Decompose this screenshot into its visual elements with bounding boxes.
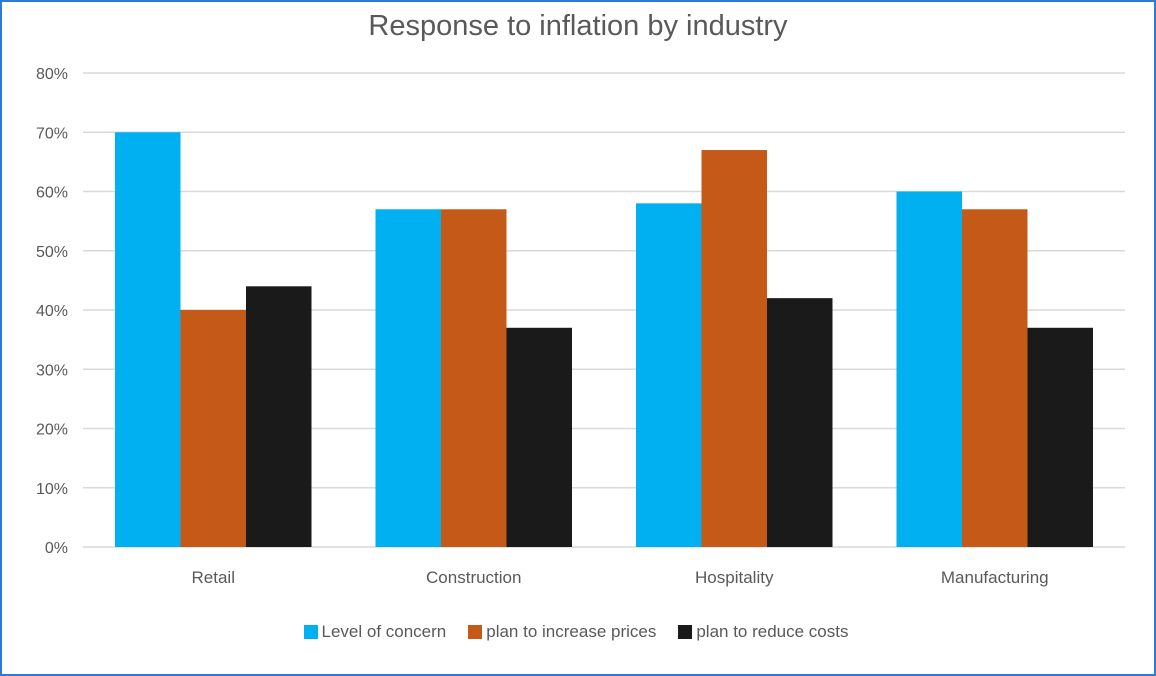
y-tick-label: 80% [36, 66, 68, 83]
y-tick-label: 0% [45, 540, 68, 557]
legend-swatch-costs [678, 625, 693, 639]
legend-swatch-concern [303, 625, 318, 639]
legend-label-costs: plan to reduce costs [696, 622, 849, 641]
x-tick-label: Retail [192, 568, 235, 587]
legend-item-concern: Level of concern [303, 622, 447, 642]
bar-manufacturing-0 [896, 191, 962, 547]
y-tick-label: 50% [36, 244, 68, 261]
bar-construction-2 [506, 327, 572, 547]
legend-item-prices: plan to increase prices [468, 622, 656, 642]
y-tick-label: 20% [36, 422, 68, 439]
bar-construction-1 [441, 209, 507, 547]
x-tick-label: Manufacturing [941, 568, 1049, 587]
legend-item-costs: plan to reduce costs [678, 622, 849, 642]
bar-retail-1 [180, 310, 246, 547]
bar-manufacturing-2 [1027, 327, 1093, 547]
legend: Level of concern plan to increase prices… [0, 622, 1152, 642]
bar-hospitality-0 [636, 203, 702, 547]
chart-title: Response to inflation by industry [368, 10, 788, 42]
y-tick-label: 10% [36, 481, 68, 498]
bar-retail-2 [246, 286, 312, 547]
legend-swatch-prices [468, 625, 483, 639]
x-tick-label: Hospitality [695, 568, 774, 587]
y-tick-label: 60% [36, 185, 68, 202]
bar-hospitality-2 [767, 298, 833, 547]
x-tick-label: Construction [426, 568, 521, 587]
bar-retail-0 [115, 132, 181, 547]
bar-manufacturing-1 [962, 209, 1028, 547]
y-tick-label: 40% [36, 303, 68, 320]
legend-label-prices: plan to increase prices [486, 622, 657, 641]
legend-label-concern: Level of concern [321, 622, 447, 641]
bar-construction-0 [375, 209, 441, 547]
bar-hospitality-1 [701, 150, 767, 547]
y-tick-label: 70% [36, 125, 68, 142]
y-tick-label: 30% [36, 362, 68, 379]
